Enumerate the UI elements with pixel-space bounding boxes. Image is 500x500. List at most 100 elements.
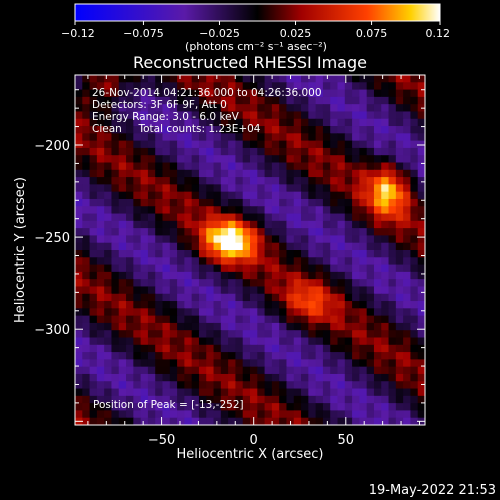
heatmap-cell: [250, 213, 258, 222]
heatmap-cell: [286, 250, 295, 258]
heatmap-cell: [82, 322, 91, 331]
heatmap-cell: [155, 373, 164, 382]
heatmap-cell: [89, 352, 98, 360]
heatmap-cell: [82, 184, 91, 193]
heatmap-cell: [373, 147, 382, 156]
heatmap-cell: [403, 242, 412, 251]
heatmap-cell: [395, 147, 404, 156]
heatmap-cell: [213, 417, 222, 425]
heatmap-cell: [271, 191, 280, 200]
heatmap-cell: [301, 366, 309, 375]
heatmap-cell: [169, 250, 178, 258]
heatmap-cell: [301, 235, 309, 244]
heatmap-cell: [118, 301, 127, 309]
heatmap-cell: [352, 96, 360, 105]
heatmap-cell: [373, 133, 382, 142]
heatmap-cell: [366, 344, 375, 353]
heatmap-cell: [250, 235, 258, 244]
heatmap-cell: [366, 104, 375, 113]
heatmap-cell: [381, 359, 390, 368]
heatmap-cell: [206, 177, 215, 185]
heatmap-cell: [177, 359, 185, 368]
heatmap-cell: [133, 206, 142, 215]
heatmap-cell: [206, 228, 215, 237]
heatmap-cell: [235, 206, 244, 215]
heatmap-cell: [315, 308, 324, 317]
heatmap-cell: [242, 96, 251, 105]
heatmap-cell: [82, 104, 91, 113]
heatmap-cell: [184, 96, 193, 105]
heatmap-cell: [344, 315, 353, 324]
heatmap-cell: [286, 155, 295, 164]
heatmap-cell: [140, 403, 149, 412]
heatmap-cell: [293, 403, 302, 412]
heatmap-cell: [417, 133, 425, 142]
heatmap-cell: [293, 388, 302, 397]
heatmap-cell: [198, 162, 207, 171]
heatmap-cell: [242, 213, 251, 222]
heatmap-cell: [286, 352, 295, 360]
heatmap-cell: [89, 235, 98, 244]
heatmap-cell: [177, 147, 185, 156]
heatmap-cell: [359, 315, 368, 324]
heatmap-cell: [169, 373, 178, 382]
heatmap-cell: [155, 75, 164, 83]
heatmap-cell: [75, 308, 83, 317]
heatmap-cell: [366, 308, 375, 317]
heatmap-cell: [352, 395, 360, 404]
heatmap-cell: [242, 410, 251, 419]
heatmap-cell: [410, 75, 419, 83]
heatmap-cell: [293, 250, 302, 258]
heatmap-cell: [417, 271, 425, 280]
heatmap-cell: [250, 111, 258, 120]
heatmap-cell: [89, 403, 98, 412]
heatmap-cell: [410, 235, 419, 244]
heatmap-cell: [162, 330, 171, 339]
heatmap-cell: [155, 410, 164, 419]
heatmap-cell: [206, 279, 215, 288]
heatmap-cell: [111, 301, 120, 309]
heatmap-cell: [96, 381, 105, 390]
heatmap-cell: [279, 177, 288, 185]
heatmap-cell: [228, 177, 237, 185]
heatmap-cell: [96, 337, 105, 346]
heatmap-cell: [140, 191, 149, 200]
heatmap-cell: [315, 126, 324, 134]
heatmap-cell: [330, 250, 339, 258]
heatmap-cell: [330, 155, 339, 164]
heatmap-cell: [264, 206, 273, 215]
heatmap-cell: [344, 155, 353, 164]
heatmap-cell: [184, 279, 193, 288]
heatmap-cell: [373, 184, 382, 193]
heatmap-cell: [220, 89, 229, 98]
heatmap-cell: [118, 162, 127, 171]
heatmap-cell: [198, 191, 207, 200]
colorbar-tick-label: 0.075: [356, 27, 388, 40]
heatmap-cell: [126, 264, 134, 273]
heatmap-cell: [344, 337, 353, 346]
heatmap-cell: [133, 286, 142, 295]
heatmap-cell: [308, 126, 317, 134]
heatmap-cell: [257, 381, 266, 390]
heatmap-cell: [366, 228, 375, 237]
heatmap-cell: [264, 155, 273, 164]
heatmap-cell: [359, 89, 368, 98]
heatmap-cell: [286, 337, 295, 346]
heatmap-cell: [162, 279, 171, 288]
heatmap-cell: [344, 169, 353, 178]
heatmap-cell: [271, 155, 280, 164]
heatmap-cell: [395, 220, 404, 229]
heatmap-cell: [293, 198, 302, 207]
heatmap-cell: [388, 337, 397, 346]
heatmap-cell: [96, 417, 105, 425]
heatmap-cell: [366, 75, 375, 83]
heatmap-cell: [410, 250, 419, 258]
heatmap-cell: [395, 169, 404, 178]
heatmap-cell: [308, 403, 317, 412]
heatmap-cell: [308, 213, 317, 222]
heatmap-cell: [206, 220, 215, 229]
heatmap-cell: [126, 147, 134, 156]
heatmap-cell: [140, 301, 149, 309]
heatmap-cell: [301, 395, 309, 404]
heatmap-cell: [308, 395, 317, 404]
